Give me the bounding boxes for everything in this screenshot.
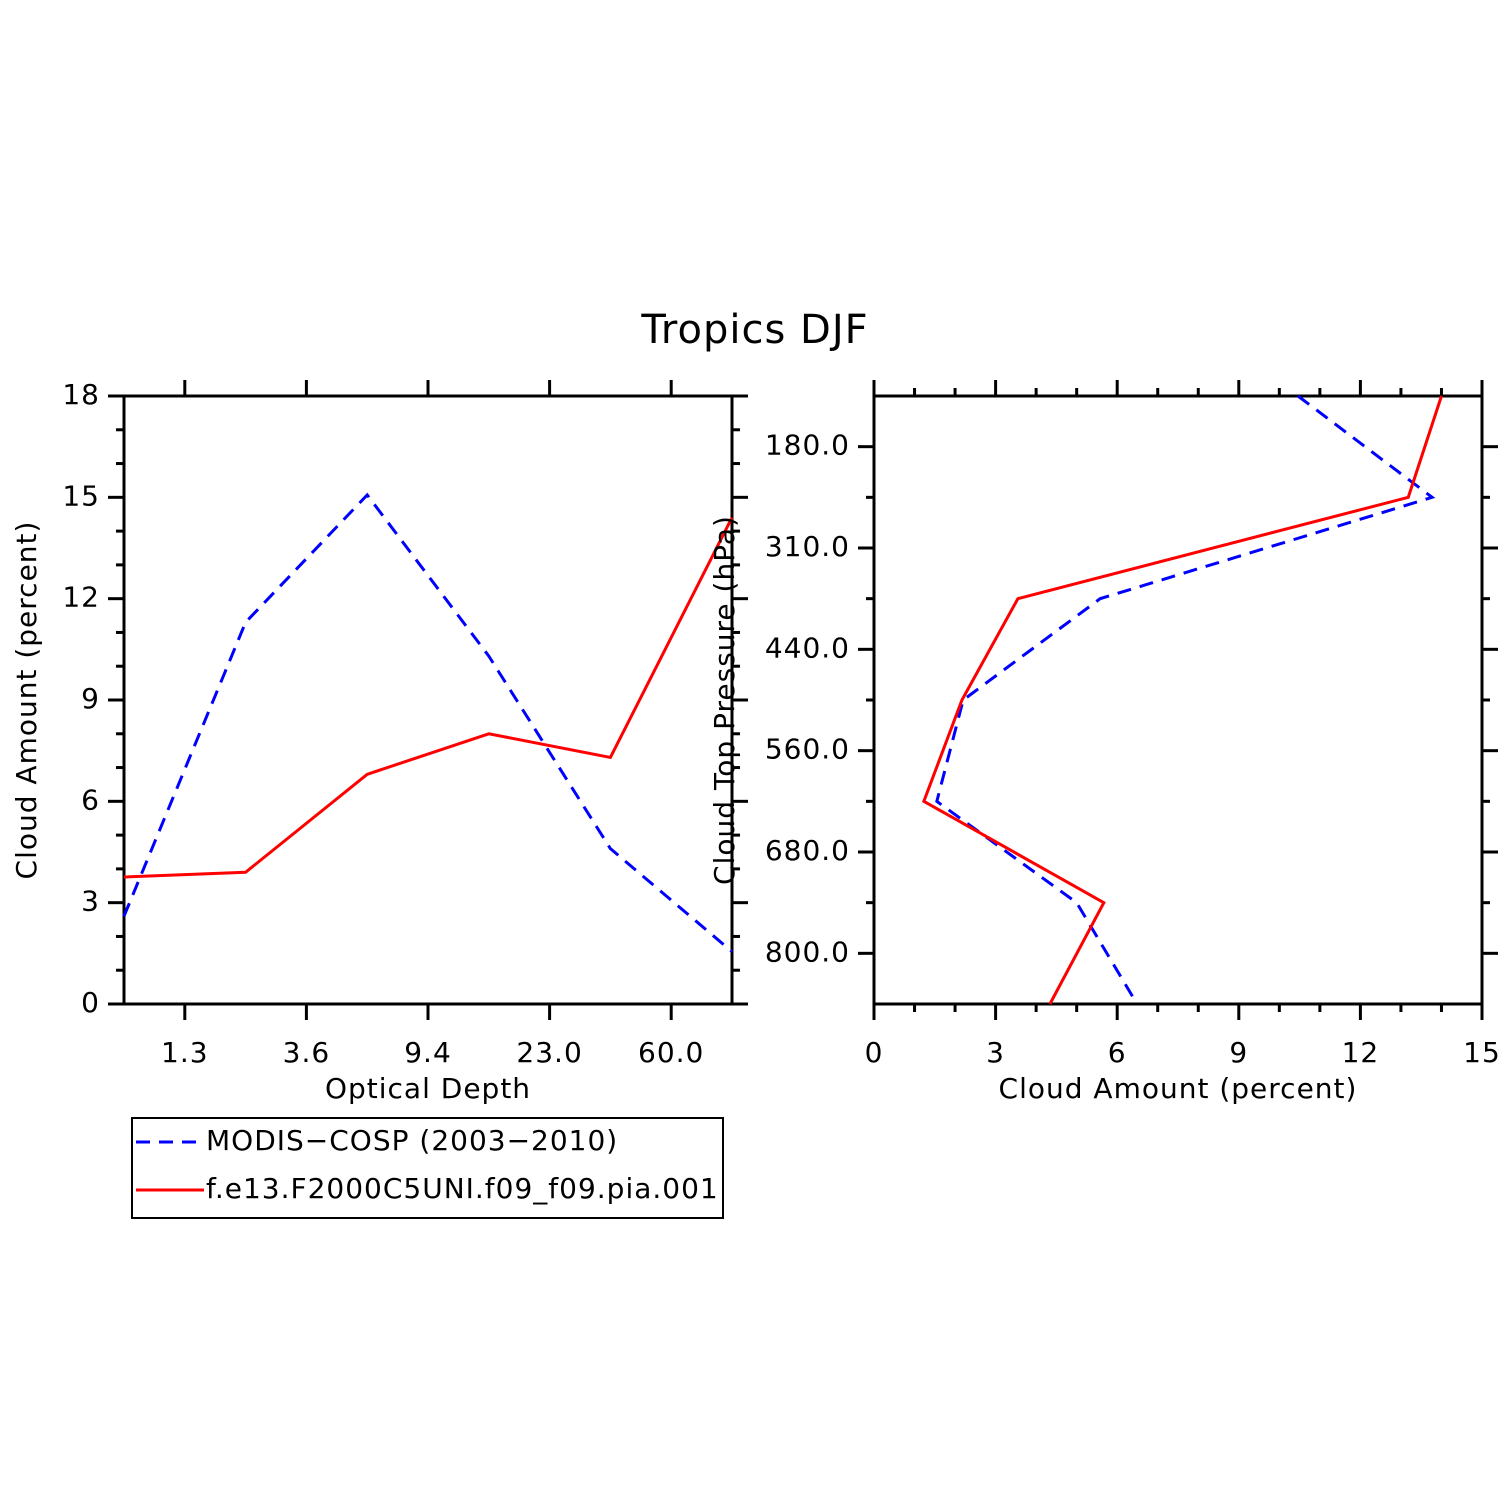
- plot-frame: [122, 394, 734, 1006]
- series-line: [122, 492, 733, 953]
- x-tick-label: 15: [1463, 1036, 1501, 1069]
- y-tick-label: 6: [81, 783, 100, 816]
- series-line: [935, 394, 1436, 1005]
- series-line: [123, 516, 734, 879]
- x-tick-label: 9: [1229, 1036, 1248, 1069]
- x-tick-label: 3: [986, 1036, 1005, 1069]
- x-tick-label: 3.6: [283, 1036, 331, 1069]
- y-tick-label: 12: [62, 581, 100, 614]
- y-tick-label: 440.0: [765, 631, 850, 664]
- x-tick-label: 9.4: [404, 1036, 452, 1069]
- y-tick-label: 9: [81, 682, 100, 715]
- x-axis-label: Cloud Amount (percent): [999, 1072, 1358, 1105]
- x-tick-label: 0: [865, 1036, 884, 1069]
- y-tick-label: 15: [62, 479, 100, 512]
- y-tick-label: 18: [62, 378, 100, 411]
- series-line: [921, 395, 1443, 1005]
- y-tick-label: 310.0: [765, 530, 850, 563]
- y-tick-label: 3: [81, 885, 100, 918]
- y-tick-label: 180.0: [765, 429, 850, 462]
- x-tick-label: 60.0: [638, 1036, 704, 1069]
- x-tick-label: 6: [1108, 1036, 1127, 1069]
- chart-title: Tropics DJF: [640, 307, 868, 353]
- y-tick-label: 680.0: [765, 834, 850, 867]
- y-axis-label: Cloud Amount (percent): [10, 521, 43, 880]
- x-tick-label: 23.0: [516, 1036, 582, 1069]
- legend-label: MODIS−COSP (2003−2010): [206, 1124, 618, 1157]
- x-tick-label: 12: [1342, 1036, 1380, 1069]
- plot-frame: [872, 394, 1484, 1006]
- legend-box: [131, 1117, 724, 1219]
- x-tick-label: 1.3: [161, 1036, 209, 1069]
- legend-label: f.e13.F2000C5UNI.f09_f09.pia.001: [206, 1172, 719, 1205]
- x-axis-label: Optical Depth: [325, 1072, 531, 1105]
- y-tick-label: 560.0: [765, 733, 850, 766]
- y-axis-label: Cloud Top Pressure (hPa): [708, 515, 741, 885]
- y-tick-label: 0: [81, 986, 100, 1019]
- y-tick-label: 800.0: [765, 935, 850, 968]
